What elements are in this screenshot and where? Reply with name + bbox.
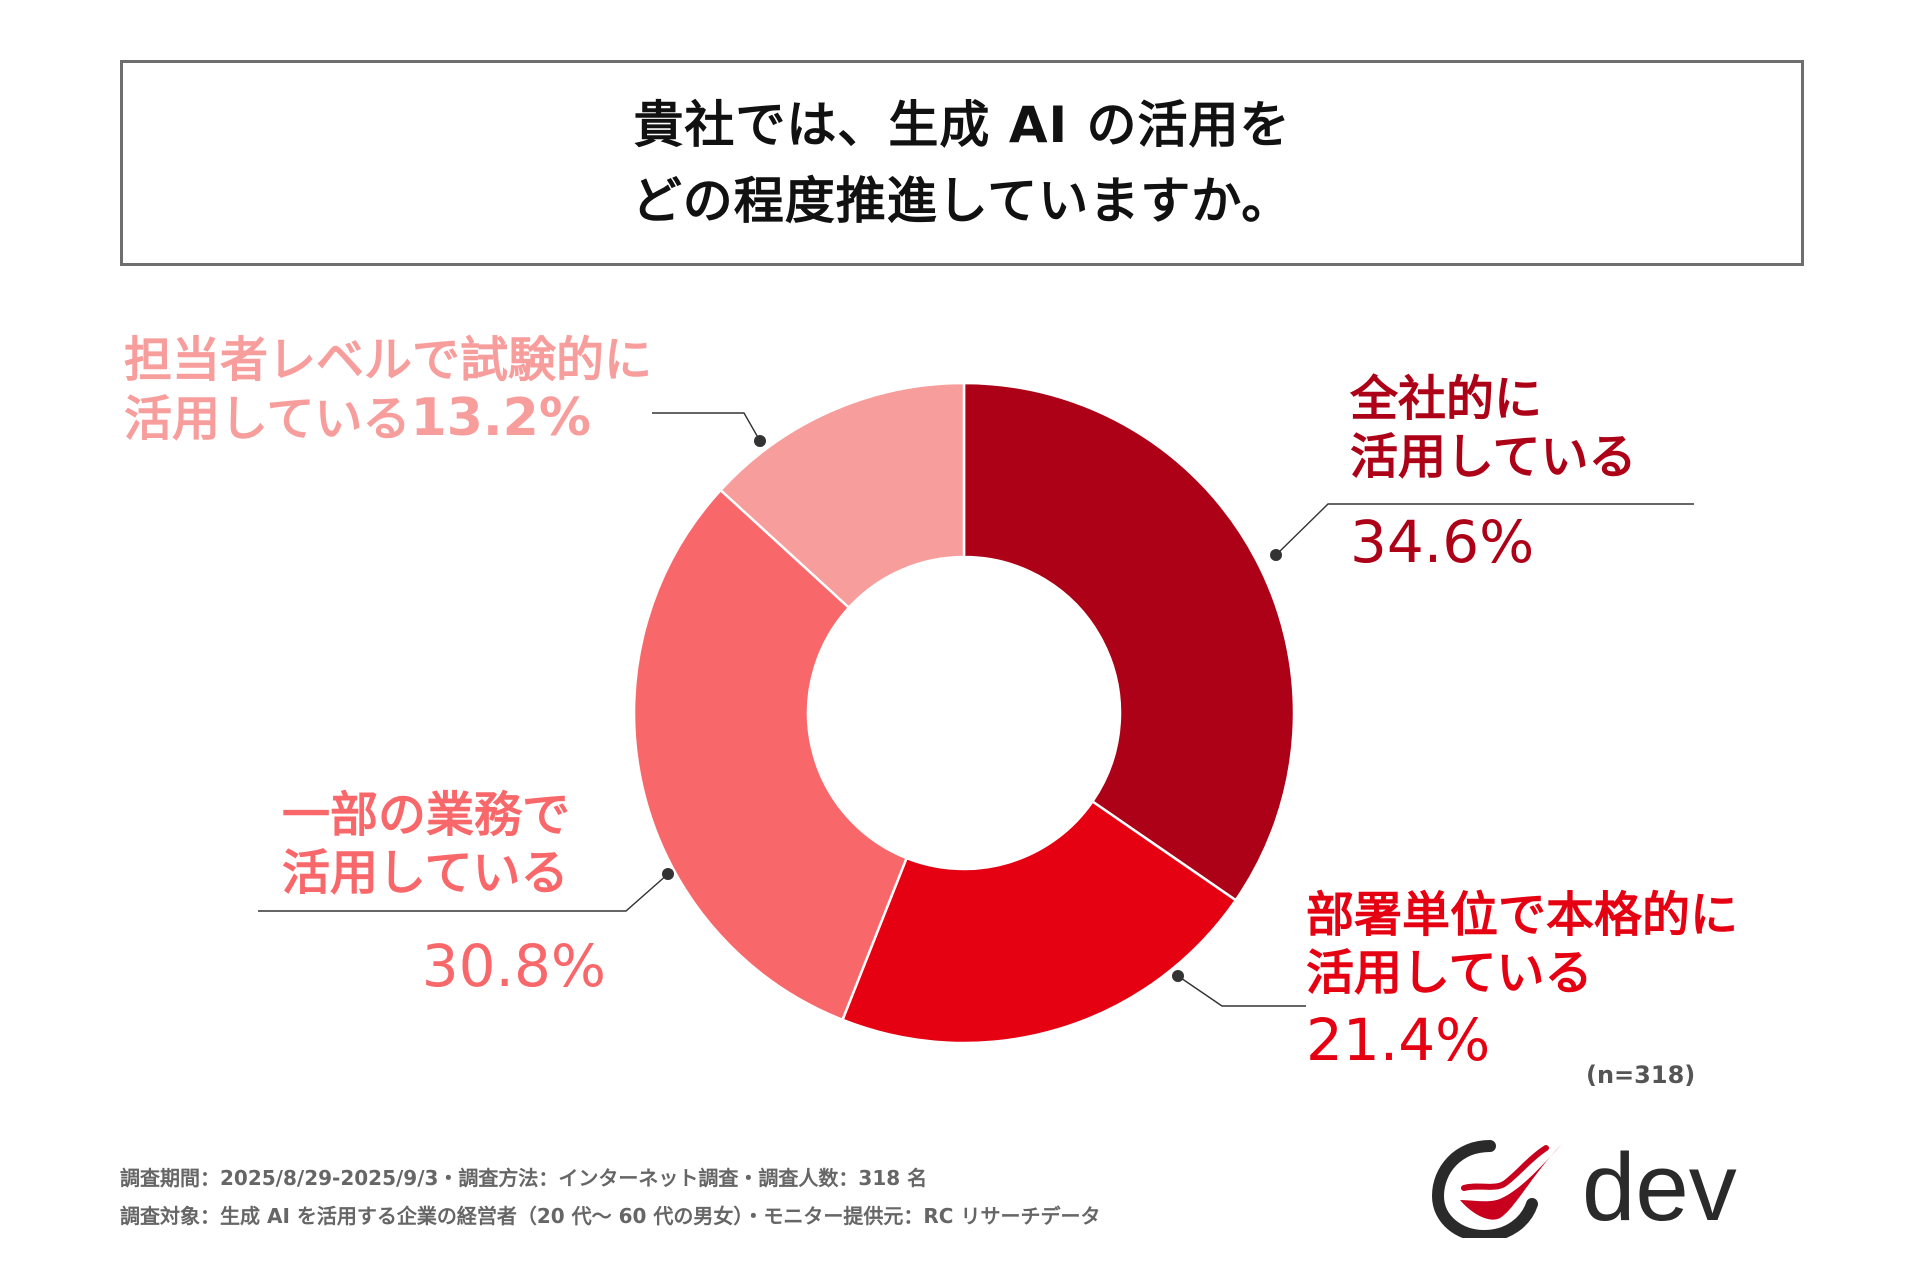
footer-survey-target: 調査対象：生成 AI を活用する企業の経営者（20 代〜 60 代の男女）・モニ… [120, 1204, 1101, 1228]
label-company-wide-line2: 活用している [1350, 429, 1637, 485]
label-company-wide-value: 34.6% [1350, 508, 1535, 576]
dev-logo-text: dev [1582, 1134, 1737, 1238]
label-trial-level-line2: 活用している [124, 391, 411, 447]
label-trial-level: 担当者レベルで試験的に 活用している13.2% [124, 331, 652, 448]
label-company-wide: 全社的に 活用している 34.6% [1350, 370, 1637, 578]
label-some-tasks-value: 30.8% [421, 932, 606, 1000]
label-company-wide-line1: 全社的に [1350, 371, 1543, 427]
slice-trial-level [718, 381, 966, 610]
label-department-level-value: 21.4% [1306, 1006, 1491, 1074]
label-some-tasks: 一部の業務で 活用している 30.8% [282, 786, 606, 1002]
title-box: 貴社では、生成 AI の活用を どの程度推進していますか。 [120, 60, 1804, 266]
label-some-tasks-line2: 活用している [282, 845, 569, 901]
leader-trial-level [652, 412, 761, 442]
slice-company-wide [962, 381, 1296, 902]
dev-logo-mark-icon [1431, 1140, 1562, 1238]
label-department-level: 部署単位で本格的に 活用している 21.4% [1306, 886, 1738, 1076]
slice-department-level [840, 799, 1238, 1045]
leader-some-tasks [258, 873, 669, 912]
title-line-2: どの程度推進していますか。 [631, 172, 1293, 230]
label-department-level-line2: 活用している [1306, 945, 1593, 1001]
leader-some-tasks-dot [662, 868, 674, 880]
leader-company-wide-dot [1270, 549, 1282, 561]
title-line-1: 貴社では、生成 AI の活用を [633, 96, 1291, 154]
leader-trial-level-dot [754, 435, 766, 447]
slice-some-tasks [632, 488, 909, 1022]
sample-size-note: (n=318) [1586, 1061, 1696, 1089]
leader-department-level-dot [1172, 970, 1184, 982]
footer-survey-info: 調査期間：2025/8/29-2025/9/3・調査方法：インターネット調査・調… [120, 1166, 928, 1190]
leader-company-wide [1275, 503, 1694, 556]
label-trial-level-line1: 担当者レベルで試験的に [124, 332, 653, 388]
dev-logo: dev [1431, 1134, 1737, 1238]
leader-department-level [1177, 975, 1306, 1007]
label-trial-level-value: 13.2% [410, 388, 591, 448]
label-some-tasks-line1: 一部の業務で [282, 787, 571, 843]
label-department-level-line1: 部署単位で本格的に [1306, 887, 1739, 943]
